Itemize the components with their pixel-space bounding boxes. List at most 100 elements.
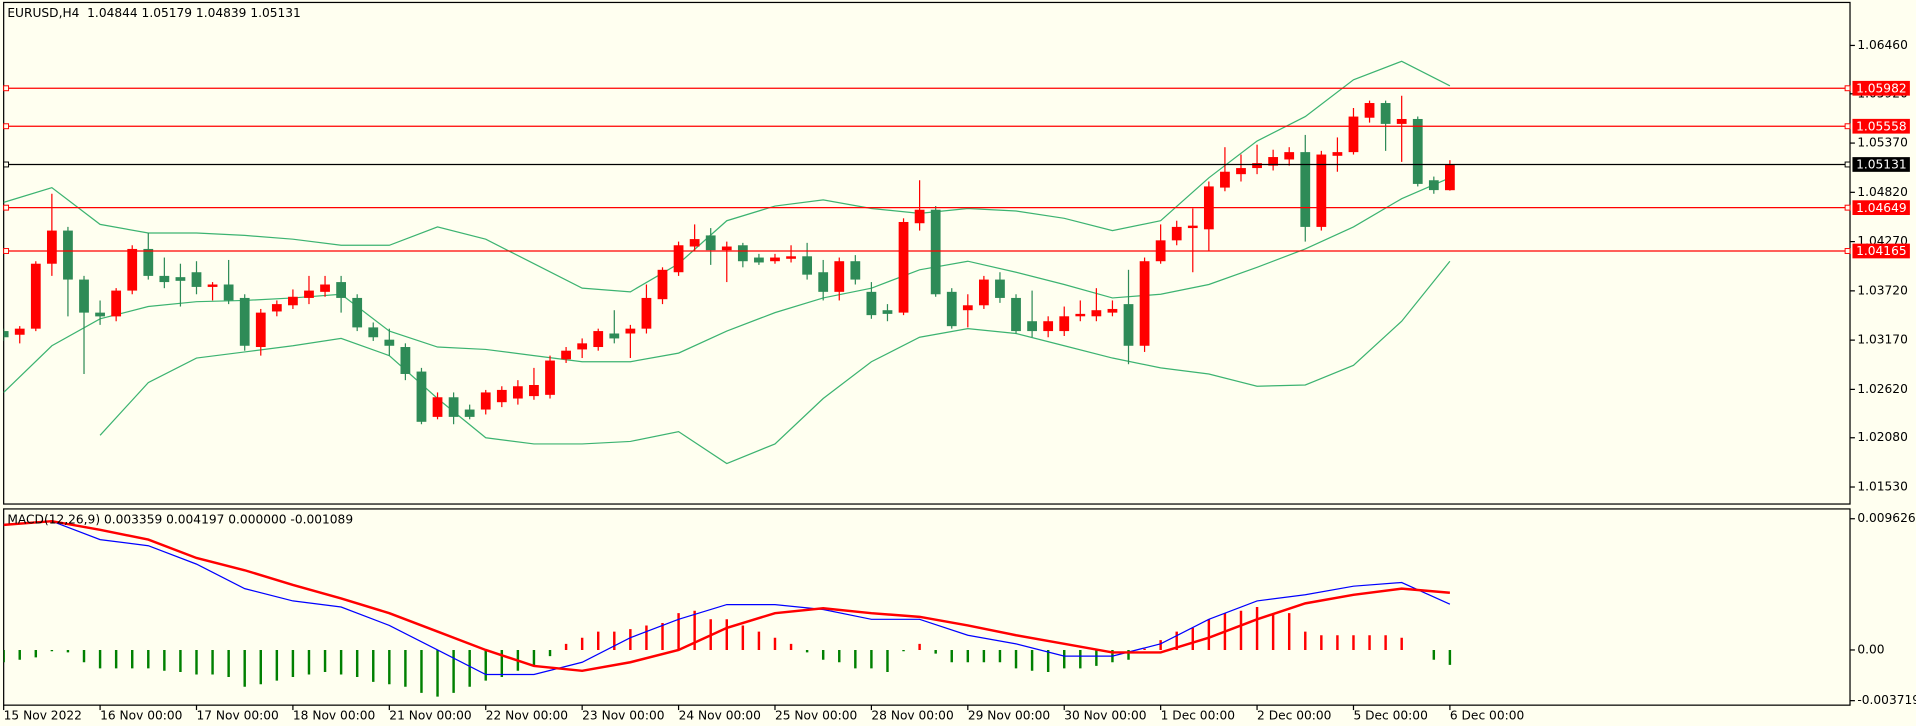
candle-body	[1075, 313, 1086, 317]
candle-body	[143, 248, 154, 276]
x-tick-label: 30 Nov 00:00	[1064, 709, 1146, 723]
y-tick-label: 1.02080	[1857, 430, 1908, 444]
y-tick-label: 1.05370	[1857, 136, 1908, 150]
candle-body	[1171, 226, 1182, 241]
candle-body	[416, 371, 427, 422]
x-tick-label: 21 Nov 00:00	[389, 709, 471, 723]
candle-body	[545, 360, 555, 395]
candle-body	[593, 331, 604, 348]
candle-body	[866, 291, 877, 316]
candle-body	[191, 272, 202, 287]
candle-body	[159, 275, 170, 283]
candle-body	[1412, 118, 1423, 184]
level-label-box	[1852, 200, 1910, 216]
candle-body	[673, 245, 684, 273]
candle-body	[737, 245, 748, 262]
candle-body	[1396, 118, 1407, 124]
x-tick-label: 25 Nov 00:00	[775, 709, 857, 723]
level-marker	[3, 85, 10, 92]
candle-body	[754, 257, 764, 263]
candle-body	[1091, 310, 1102, 317]
candle-body	[512, 386, 523, 399]
candle-body	[1187, 225, 1198, 229]
level-marker	[1844, 85, 1851, 92]
x-tick-label: 18 Nov 00:00	[293, 709, 375, 723]
candle-body	[1316, 154, 1327, 227]
candle-body	[625, 328, 636, 334]
candle-body	[1027, 321, 1037, 332]
candle-body	[46, 230, 57, 264]
x-tick-label: 2 Dec 00:00	[1257, 709, 1331, 723]
candle-body	[352, 297, 363, 328]
candle-body	[657, 269, 668, 300]
x-tick-label: 1 Dec 00:00	[1161, 709, 1235, 723]
candle-body	[368, 327, 379, 338]
signal-line	[3, 519, 1450, 673]
candle-body	[400, 347, 411, 374]
candle-body	[30, 263, 41, 329]
candle-body	[63, 230, 73, 280]
y-tick-label: 1.03170	[1857, 333, 1908, 347]
candle-body	[609, 333, 620, 339]
level-label-box	[1852, 80, 1910, 96]
candle-body	[1348, 116, 1359, 153]
macd-line	[3, 520, 1451, 676]
candle-body	[1107, 308, 1118, 313]
x-tick-label: 23 Nov 00:00	[582, 709, 664, 723]
candle-body	[480, 392, 491, 410]
level-label: 1.05982	[1856, 81, 1907, 95]
x-tick-label: 16 Nov 00:00	[100, 709, 182, 723]
candle-body	[95, 312, 105, 317]
candle-body	[641, 297, 652, 329]
macd-title: MACD(12,26,9) 0.003359 0.004197 0.000000…	[7, 512, 353, 526]
axes: 1.064601.059201.053701.048201.042701.037…	[3, 38, 1916, 723]
band-lower	[99, 260, 1451, 465]
candle-body	[1011, 297, 1021, 332]
x-tick-label: 29 Nov 00:00	[968, 709, 1050, 723]
candle-body	[1364, 103, 1375, 118]
candle-body	[818, 272, 829, 292]
level-marker	[1844, 161, 1851, 168]
candle-body	[223, 284, 234, 301]
candle-body	[898, 221, 909, 313]
candle-body	[175, 277, 186, 281]
candle-body	[432, 397, 443, 417]
macd-plot	[3, 519, 1452, 697]
candle-body	[705, 235, 716, 251]
macd-pane	[3, 508, 1851, 706]
x-tick-label: 5 Dec 00:00	[1353, 709, 1427, 723]
x-tick-label: 17 Nov 00:00	[196, 709, 278, 723]
level-marker	[3, 161, 10, 168]
candle-body	[3, 331, 9, 338]
candle-body	[1123, 304, 1134, 346]
price-plot	[3, 60, 1851, 465]
x-tick-label: 22 Nov 00:00	[486, 709, 568, 723]
candle-body	[995, 279, 1005, 298]
level-label: 1.04649	[1856, 201, 1907, 215]
candle-body	[1139, 261, 1150, 346]
candle-body	[786, 256, 796, 259]
candle-body	[770, 257, 780, 262]
candle-body	[207, 284, 218, 287]
level-marker	[1844, 123, 1851, 130]
chart-title: EURUSD,H4 1.04844 1.05179 1.04839 1.0513…	[7, 6, 300, 20]
candle-body	[1284, 152, 1295, 160]
candle-body	[946, 291, 957, 327]
y-tick-label: 1.02620	[1857, 382, 1908, 396]
candle-body	[464, 409, 475, 417]
y-tick-label: -0.003719	[1857, 693, 1916, 707]
candle-body	[1380, 103, 1391, 124]
level-marker	[3, 204, 10, 211]
candle-body	[255, 312, 266, 348]
candle-body	[288, 296, 298, 306]
candle-body	[79, 279, 89, 313]
candle-body	[529, 384, 539, 397]
x-tick-label: 24 Nov 00:00	[679, 709, 761, 723]
level-label-box	[1852, 118, 1910, 134]
candle-body	[271, 304, 282, 312]
candle-body	[127, 248, 138, 291]
level-label: 1.05558	[1856, 119, 1907, 133]
